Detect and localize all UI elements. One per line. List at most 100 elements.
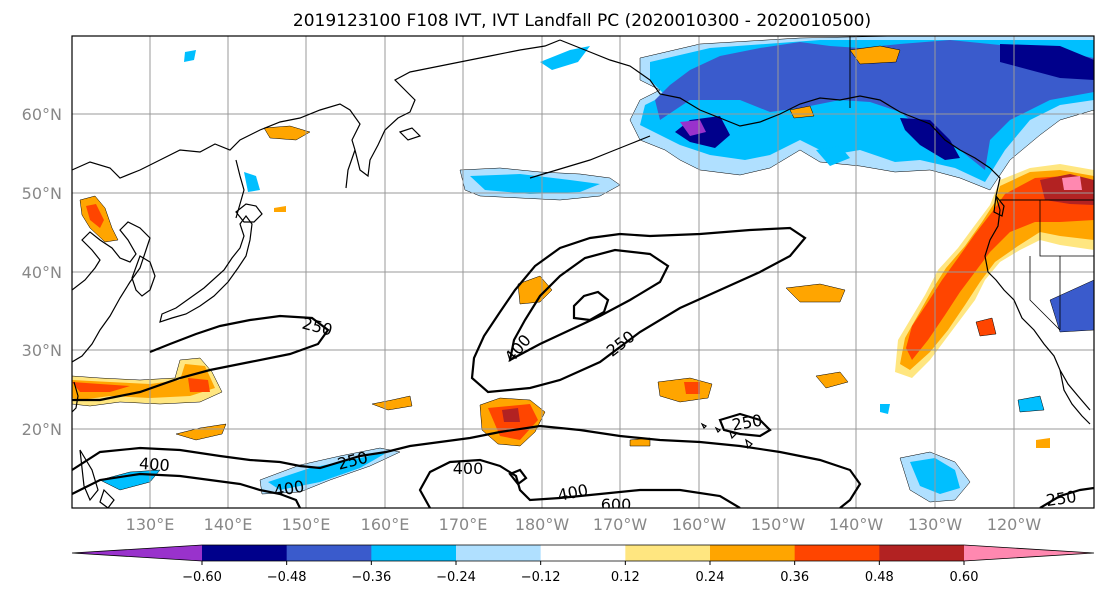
shaded-pc-field: [72, 36, 1094, 503]
contour-central-400: [508, 248, 670, 363]
negative-anomaly-small-1: [816, 146, 850, 166]
longitude-labels: 130°E 140°E 150°E 160°E 170°E 180°W 170°…: [126, 515, 1042, 534]
positive-anomaly-pnw-max: [1062, 176, 1082, 190]
coast-alaska: [559, 39, 991, 169]
lon-label: 180°W: [515, 515, 570, 534]
coast-aleutians: [529, 135, 651, 179]
negative-anomaly-small-5: [184, 50, 196, 62]
colorbar-tick-label: −0.24: [436, 570, 476, 585]
colorbar-tick-label: 0.48: [865, 570, 894, 585]
coast-hawaii: [700, 422, 753, 450]
negative-anomaly-small-2: [1017, 395, 1045, 413]
positive-anomaly-small-e: [975, 317, 997, 337]
negative-anomaly-core-b: [900, 118, 960, 160]
lon-label: 150°E: [282, 515, 331, 534]
contour-central-core: [572, 290, 610, 322]
colorbar-tick-label: 0.60: [950, 570, 979, 585]
positive-anomaly-ne-pac-4: [815, 371, 849, 389]
colorbar-segment: [879, 545, 965, 561]
positive-anomaly-central-s-core: [502, 408, 520, 422]
colorbar-extend-high: [964, 545, 1094, 561]
lon-label: 130°E: [126, 515, 175, 534]
lon-label: 140°E: [204, 515, 253, 534]
coast-japan-honshu: [159, 215, 253, 323]
positive-anomaly-japan-w-inner: [86, 204, 104, 228]
negative-anomaly-gulf-of-alaska-inner: [655, 40, 1094, 170]
latitude-labels: 60°N 50°N 40°N 30°N 20°N: [22, 105, 62, 439]
colorbar-tick-label: 0.36: [780, 570, 809, 585]
colorbar-tick-label: 0.12: [611, 570, 640, 585]
lon-label: 130°W: [908, 515, 963, 534]
contour-south-400-a: [72, 430, 501, 471]
positive-anomaly-ne-pac-2: [517, 275, 553, 305]
lon-label: 160°W: [672, 515, 727, 534]
lat-label-60n: 60°N: [22, 105, 62, 124]
negative-anomaly-small-4: [540, 46, 590, 70]
negative-anomaly-core-a: [1000, 44, 1094, 80]
negative-anomaly-pacific-sw-inner: [268, 452, 388, 490]
positive-anomaly-ne-pac-3: [785, 283, 846, 303]
lon-label: 170°W: [593, 515, 648, 534]
colorbar-segment: [794, 545, 880, 561]
positive-anomaly-west-pac-inner: [72, 378, 210, 392]
colorbar-tick-label: −0.36: [351, 570, 391, 585]
border-us-states: [1029, 200, 1094, 331]
positive-anomaly-small-i: [1036, 438, 1050, 448]
contour-south-400-b: [72, 472, 301, 508]
contour-labels: 250 400 250 400 250 400 400 250 400 600 …: [138, 314, 1078, 514]
contour-label: 600: [601, 495, 632, 514]
colorbar-segment: [456, 545, 542, 561]
map-area: 250 400 250 400 250 400 400 250 400 600 …: [72, 36, 1094, 514]
colorbar-segment: [202, 545, 288, 561]
colorbar-segment: [371, 545, 457, 561]
lon-label: 170°E: [439, 515, 488, 534]
lat-label-40n: 40°N: [22, 263, 62, 282]
coastlines: [72, 36, 1094, 508]
coast-asia-north: [72, 39, 561, 179]
colorbar-segment: [286, 545, 372, 561]
lon-label: 120°W: [987, 515, 1042, 534]
map-frame: [71, 35, 1095, 509]
positive-anomaly-small-h: [274, 206, 286, 212]
contour-label: 250: [1045, 487, 1078, 510]
contour-loop-hawaii: [718, 412, 772, 438]
colorbar-tick-label: −0.48: [267, 570, 307, 585]
map-title: 2019123100 F108 IVT, IVT Landfall PC (20…: [293, 11, 871, 31]
contour-west-250: [72, 314, 330, 402]
coast-japan-hokkaido: [235, 203, 263, 223]
lon-label: 150°W: [751, 515, 806, 534]
lat-label-20n: 20°N: [22, 420, 62, 439]
lon-label: 160°E: [361, 515, 410, 534]
positive-anomaly-small-d: [263, 125, 311, 141]
negative-anomaly-bering-inner: [470, 174, 600, 194]
positive-anomaly-ne-pac-1-inner: [684, 382, 700, 394]
positive-anomaly-small-c: [849, 45, 901, 65]
colorbar-tick-label: −0.12: [521, 570, 561, 585]
contour-central-outer: [470, 226, 807, 394]
colorbar-tick-label: −0.60: [182, 570, 222, 585]
contour-south-400-c: [499, 424, 862, 508]
contour-east-250: [1039, 486, 1094, 508]
coast-sakhalin: [235, 159, 245, 219]
colorbar: −0.60 −0.48 −0.36 −0.24 −0.12 0.12 0.24 0.36 0.4…: [71, 544, 1095, 585]
coast-taiwan: [72, 381, 79, 413]
graticule: [72, 36, 1094, 508]
lat-label-50n: 50°N: [22, 184, 62, 203]
ivt-contours: [72, 226, 1094, 508]
coast-baja: [1059, 369, 1091, 425]
positive-anomaly-pnw-inner: [906, 176, 1094, 360]
lon-label: 140°W: [829, 515, 884, 534]
coast-china-korea: [72, 221, 151, 363]
coast-vancouver-island: [993, 194, 1005, 217]
contour-south-400-d: [418, 458, 741, 508]
colorbar-segment: [625, 545, 711, 561]
coast-philippines: [79, 449, 115, 508]
colorbar-segment: [710, 545, 796, 561]
contour-label: 400: [453, 459, 484, 478]
colorbar-segment: [540, 545, 626, 561]
negative-anomaly-small-6: [880, 404, 890, 414]
coast-korea-peninsula: [131, 255, 156, 297]
coast-kamchatka: [345, 149, 356, 189]
contour-label: 400: [138, 454, 170, 475]
